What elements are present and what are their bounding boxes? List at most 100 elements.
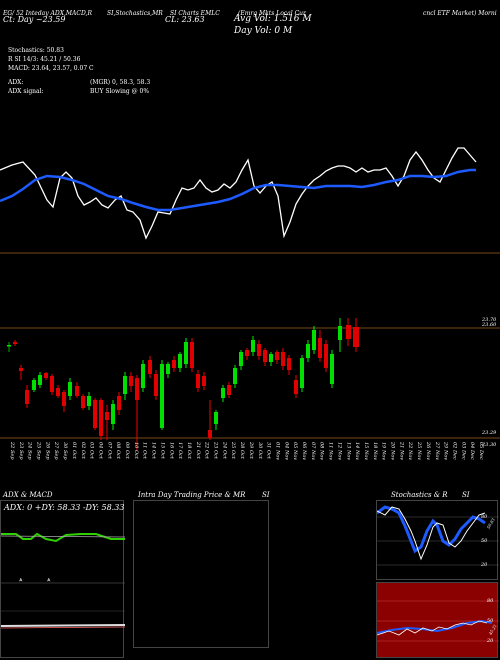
x-axis-label: 25 Sep <box>36 441 42 460</box>
x-axis-label: 22 Sep <box>9 441 15 460</box>
ema-line <box>0 168 476 212</box>
intraday-title: Intra Day Trading Price & MR <box>138 491 246 499</box>
intraday-panel <box>133 500 269 648</box>
stoch-tick-80: 80 <box>481 514 488 520</box>
x-axis-label: 01 Oct <box>71 442 77 460</box>
header-title-5: cncl ETF Market) Morni <box>423 10 497 17</box>
x-axis-label: 27 Sep <box>53 441 59 460</box>
candle-24sep <box>19 365 23 380</box>
candle-08oct <box>81 394 85 410</box>
candle-05nov <box>202 372 206 390</box>
x-axis-label: 04 Oct <box>97 442 103 460</box>
adx-readout: (MGR) 0, 58.3, 58.3 <box>90 79 151 86</box>
x-axis-label: 05 Dec <box>478 442 484 460</box>
candle-22nov <box>281 348 285 370</box>
candle-08nov <box>221 385 225 402</box>
candle-18oct <box>129 372 133 392</box>
x-axis-label: 08 Oct <box>115 442 121 460</box>
candle-10oct <box>93 398 97 430</box>
header-title-2: SI,Stochastics,MR <box>107 10 163 17</box>
candle-05dec <box>330 350 334 388</box>
header-title-3: SI Charts EMLC <box>170 10 220 17</box>
rsi-white-line <box>377 620 488 636</box>
candle-30sep <box>44 372 48 380</box>
x-axis-label: 21 Oct <box>195 441 201 460</box>
x-axis-label: 03 Dec <box>460 442 466 460</box>
stochastics-title-2: SI <box>462 491 470 499</box>
candle-29nov <box>306 340 310 362</box>
x-axis-label: 15 Oct <box>159 442 165 460</box>
candle-02oct <box>56 385 60 398</box>
candle-06dec <box>338 318 342 352</box>
x-axis-label: 29 Oct <box>248 441 254 460</box>
candle-06nov <box>208 400 212 440</box>
x-axis-label: 13 Nov <box>345 442 351 460</box>
x-axis-label: 12 Nov <box>336 442 342 460</box>
macd-readout: MACD: 23.64, 23.57, 0.07 C <box>8 65 94 72</box>
candle-15oct <box>111 400 115 430</box>
candle-16oct <box>117 392 121 415</box>
candle-15nov <box>251 336 255 356</box>
svg-text:⩓: ⩓ <box>19 576 23 583</box>
candle-29oct <box>172 356 176 372</box>
candle-11oct <box>99 398 103 440</box>
x-axis-label: 07 Oct <box>106 442 112 460</box>
x-axis-label: 30 Sep <box>62 442 68 460</box>
candle-25nov <box>287 355 291 375</box>
adx-macd-lines: ⩓ ⩓ <box>1 532 125 629</box>
x-axis-label: 11 Oct <box>142 442 148 460</box>
candle-18nov <box>257 340 261 360</box>
stochastics-white-line <box>377 506 486 561</box>
rsi-tick-80: 80 <box>487 598 494 604</box>
x-axis-label: 01 Nov <box>274 442 280 460</box>
main-price-chart: 22 Sep 23 Sep 24 Sep 25 Sep 26 Sep 27 Sep 30 S… <box>0 147 500 460</box>
day-volume: Day Vol: 0 M <box>234 26 293 36</box>
x-axis-label: 14 Nov <box>354 442 360 460</box>
candle-21nov <box>275 350 279 364</box>
x-axis-label: 26 Sep <box>44 441 50 460</box>
x-axis-label: 15 Nov <box>363 442 369 460</box>
x-axis-label: 31 Oct <box>266 442 272 460</box>
x-axis-label: 05 Nov <box>292 442 298 460</box>
candle-09oct <box>87 392 91 410</box>
candle-21oct <box>135 375 139 450</box>
price-line <box>0 147 477 240</box>
x-axis-label: 25 Oct <box>230 441 236 460</box>
x-axis-label: 06 Nov <box>301 442 307 460</box>
x-axis-label: 24 Sep <box>27 441 33 460</box>
stoch-tick-20: 20 <box>481 562 488 568</box>
candle-22sep <box>7 342 11 352</box>
candle-23sep <box>13 340 17 346</box>
candle-24oct <box>154 370 158 400</box>
x-axis-label: 25 Nov <box>416 441 422 460</box>
candle-02dec <box>312 326 316 354</box>
candle-03dec <box>318 330 322 362</box>
x-axis-label: 04 Dec <box>469 442 475 460</box>
x-axis-label: 28 Oct <box>239 441 245 460</box>
candle-04oct <box>68 378 72 400</box>
candle-23oct <box>148 356 152 378</box>
candle-27nov <box>300 355 304 392</box>
stochastics-readout: Stochastics: 50.83 <box>8 47 64 54</box>
candle-20nov <box>269 352 273 366</box>
avg-volume: Avg Vol: 1.516 M <box>234 14 312 24</box>
candle-31oct <box>184 338 188 368</box>
x-axis-label: 18 Nov <box>372 442 378 460</box>
candle-12nov <box>233 365 237 388</box>
stochastics-title: Stochastics & R <box>391 491 448 499</box>
candle-28oct <box>166 362 170 378</box>
candle-25sep <box>25 385 29 408</box>
rsi-tick-50: 50 <box>487 618 494 624</box>
price-label-bottom-2: 23.30 <box>482 442 497 448</box>
candle-19nov <box>263 348 267 366</box>
candle-07oct <box>75 382 79 398</box>
candle-14oct <box>105 405 109 440</box>
x-axis-label: 29 Nov <box>443 441 449 460</box>
rsi-readout: R SI 14/3: 45.21 / 50.36 <box>8 56 81 63</box>
price-label-top-a: 23.70 <box>482 317 497 323</box>
candle-22oct <box>141 360 145 392</box>
candle-04dec <box>324 340 328 372</box>
x-axis-label: 24 Oct <box>221 441 227 460</box>
x-axis-label: 26 Nov <box>425 441 431 460</box>
candle-11nov <box>227 382 231 398</box>
